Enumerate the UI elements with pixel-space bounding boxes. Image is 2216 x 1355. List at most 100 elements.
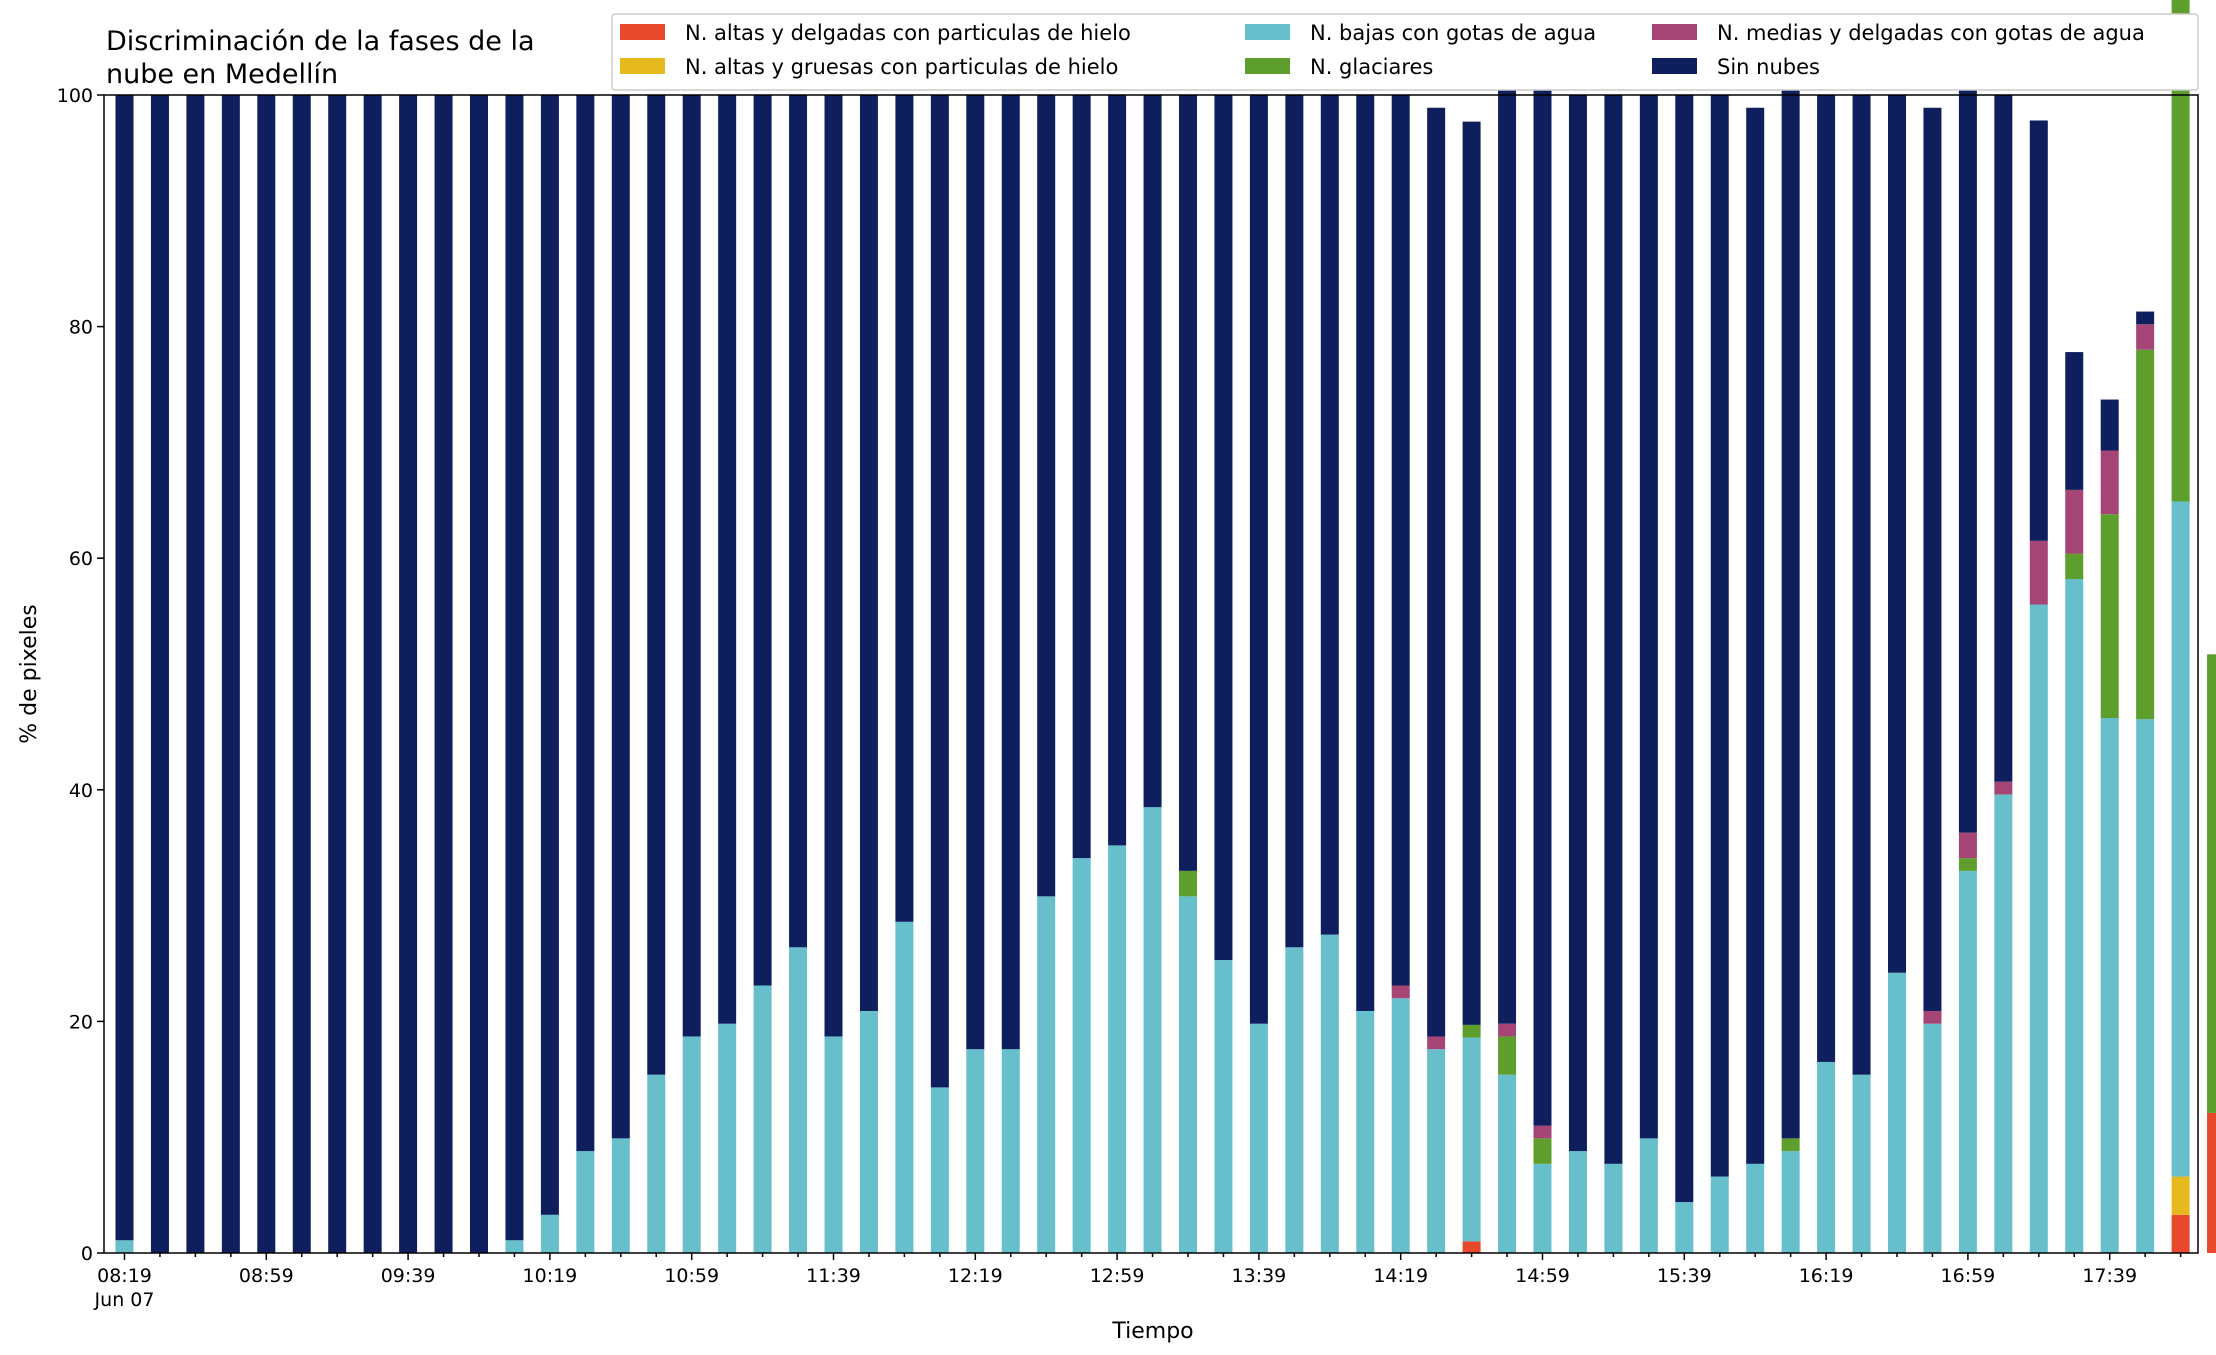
x-tick-label: 08:19: [97, 1265, 152, 1287]
bar-segment: [930, 95, 949, 1088]
legend-swatch: [1245, 24, 1290, 40]
bar-segment: [1179, 95, 1197, 871]
bar-segment: [1427, 1049, 1446, 1253]
x-axis-title: Tiempo: [1111, 1319, 1193, 1344]
bar-segment: [1143, 807, 1162, 1253]
x-tick-label: 09:39: [381, 1265, 436, 1287]
bar-segment: [1958, 858, 1977, 871]
bar-segment: [930, 1087, 949, 1253]
bar-segment: [1391, 998, 1410, 1253]
bar-segment: [1533, 1138, 1552, 1164]
bar-segment: [1462, 1037, 1481, 1242]
x-axis: 08:19 08:59 09:39 10:19 10:59 11:39 12:19 12:59…: [94, 1253, 2182, 1311]
y-tick-label: 60: [69, 548, 93, 570]
bar-segment: [1923, 1010, 1942, 1024]
legend-frame: [611, 13, 2199, 91]
legend-label: N. glaciares: [1310, 55, 1433, 79]
bar-segment: [1391, 95, 1410, 986]
bar-segment: [505, 95, 524, 1241]
bar-segment: [1710, 1176, 1729, 1253]
bar-segment: [1214, 95, 1233, 961]
bar-segment: [1001, 1049, 1020, 1253]
legend-swatch: [620, 24, 665, 40]
bar-segment: [505, 1240, 524, 1253]
bar-segment: [611, 95, 630, 1139]
legend-label: N. medias y delgadas con gotas de agua: [1717, 21, 2145, 45]
bar-segment: [576, 95, 595, 1152]
y-tick-label: 20: [69, 1011, 93, 1033]
legend-label: N. bajas con gotas de agua: [1310, 21, 1596, 45]
x-tick-label: 16:19: [1799, 1265, 1854, 1287]
bar-segment: [1817, 95, 1836, 1062]
x-tick-label: 16:59: [1941, 1265, 1996, 1287]
y-tick-label: 100: [57, 85, 93, 107]
bar-segment: [1781, 1138, 1800, 1152]
bar-segment: [1249, 1023, 1268, 1253]
bar-segment: [2065, 579, 2084, 1253]
y-tick-label: 40: [69, 780, 93, 802]
bar-segment: [1498, 1023, 1517, 1037]
bar-segment: [399, 95, 418, 1253]
bar-segment: [1533, 1125, 1552, 1139]
bar-segment: [1852, 95, 1871, 1075]
bar-segment: [1958, 82, 1977, 833]
bar-segment: [1498, 1074, 1517, 1253]
bar-segment: [1639, 95, 1658, 1139]
bar-segment: [2100, 399, 2119, 451]
bar-segment: [895, 95, 914, 922]
bar-segment: [1958, 870, 1977, 1253]
bar-segment: [2136, 324, 2155, 350]
bar-segment: [540, 95, 559, 1215]
y-tick-label: 80: [69, 317, 93, 339]
x-tick-label: 14:19: [1373, 1265, 1428, 1287]
x-tick-label: 13:39: [1232, 1265, 1287, 1287]
x-tick-label: 15:39: [1657, 1265, 1712, 1287]
bar-segment: [1958, 832, 1977, 859]
bar-segment: [1285, 95, 1304, 948]
bar-segment: [2065, 352, 2084, 490]
bar-segment: [1817, 1061, 1836, 1253]
legend-label: N. altas y gruesas con particulas de hie…: [685, 55, 1118, 79]
bar-segment: [2136, 311, 2155, 325]
bar-segment: [647, 95, 666, 1075]
legend-swatch: [1652, 24, 1697, 40]
bar-segment: [895, 921, 914, 1253]
legend-label: Sin nubes: [1717, 55, 1820, 79]
bar-segment: [2100, 718, 2119, 1253]
bar-segment: [1533, 69, 1552, 1126]
bar-segment: [1249, 95, 1268, 1024]
bar-segment: [1604, 95, 1623, 1164]
bar-segment: [647, 1074, 666, 1253]
bar-segment: [2100, 450, 2119, 515]
bar-segment: [2171, 1176, 2190, 1215]
bar-segment: [1356, 95, 1375, 1011]
bar-segment: [1179, 896, 1197, 1253]
bar-segment: [2065, 553, 2084, 580]
bar-segment: [2207, 654, 2216, 1113]
bar-segment: [115, 95, 134, 1241]
bar-segment: [1568, 95, 1587, 1152]
x-tick-label: 08:59: [239, 1265, 294, 1287]
bar-segment: [1001, 95, 1020, 1050]
legend-label: N. altas y delgadas con particulas de hi…: [685, 21, 1131, 45]
bar-segment: [1746, 1163, 1765, 1253]
bar-segment: [1923, 107, 1942, 1011]
bar-segment: [859, 1010, 878, 1253]
bar-segment: [2029, 540, 2048, 605]
bar-segment: [1568, 1151, 1587, 1253]
legend: N. altas y delgadas con particulas de hi…: [611, 13, 2199, 91]
bar-segment: [1994, 781, 2013, 795]
bar-segment: [682, 95, 701, 1037]
bar-segment: [1320, 95, 1339, 935]
bar-segment: [966, 95, 985, 1050]
bar-segment: [1852, 1074, 1871, 1253]
bar-segment: [1498, 1036, 1517, 1075]
x-tick-label: 10:59: [664, 1265, 719, 1287]
bar-segment: [1781, 82, 1800, 1139]
y-axis: 0 20 40 60 80 100: [57, 85, 104, 1265]
legend-swatch: [1652, 58, 1697, 74]
bar-segment: [2029, 604, 2048, 1253]
bar-segment: [789, 947, 808, 1253]
bar-segment: [1675, 95, 1694, 1203]
